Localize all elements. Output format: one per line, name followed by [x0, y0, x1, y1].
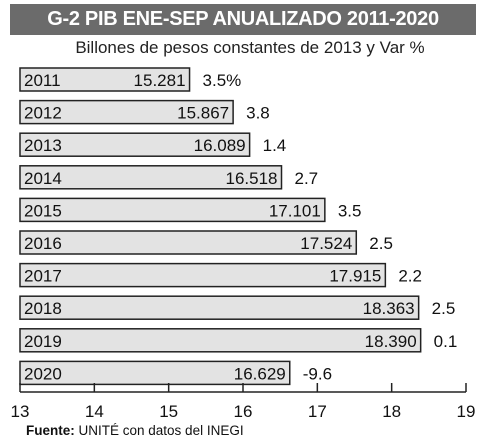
- x-tick-label-18: 18: [382, 402, 401, 421]
- value-label-2011: 15.281: [134, 71, 186, 90]
- source-text: UNITÉ con datos del INEGI: [78, 423, 244, 438]
- x-tick-label-15: 15: [159, 402, 178, 421]
- category-label-2011: 2011: [24, 71, 61, 90]
- chart-title: G-2 PIB ENE-SEP ANUALIZADO 2011-2020: [10, 4, 476, 35]
- bar-2014: [19, 165, 283, 190]
- source-note: Fuente: UNITÉ con datos del INEGI: [26, 423, 244, 438]
- category-label-2013: 2013: [24, 136, 62, 155]
- bar-2019: [19, 328, 422, 353]
- var-label-2019: 0.1: [434, 332, 458, 351]
- value-label-2014: 16.518: [226, 169, 278, 188]
- var-label-2014: 2.7: [295, 169, 319, 188]
- category-label-2014: 2014: [24, 169, 62, 188]
- bar-2017: [19, 262, 387, 288]
- var-label-2012: 3.8: [246, 104, 270, 123]
- x-tick-label-19: 19: [457, 402, 476, 421]
- category-label-2020: 2020: [24, 364, 62, 383]
- value-label-2015: 17.101: [269, 201, 321, 220]
- var-label-2015: 3.5: [338, 201, 362, 220]
- x-tick-label-16: 16: [234, 402, 253, 421]
- bar-2012: [19, 99, 234, 125]
- category-label-2019: 2019: [24, 332, 62, 351]
- var-label-2020: -9.6: [303, 364, 332, 383]
- var-label-2016: 2.5: [369, 234, 393, 253]
- category-label-2016: 2016: [24, 234, 62, 253]
- var-label-2017: 2.2: [398, 267, 422, 286]
- category-label-2012: 2012: [24, 104, 62, 123]
- value-label-2020: 16.629: [234, 364, 286, 383]
- source-label: Fuente:: [26, 423, 75, 438]
- value-label-2013: 16.089: [194, 136, 246, 155]
- value-label-2016: 17.524: [300, 234, 352, 253]
- bar-2011: [19, 67, 191, 92]
- bar-2018: [19, 295, 420, 320]
- category-label-2015: 2015: [24, 201, 62, 220]
- bar-2016: [19, 230, 358, 255]
- var-label-2018: 2.5: [432, 299, 456, 318]
- x-tick-label-13: 13: [11, 402, 30, 421]
- chart-subtitle: Billones de pesos constantes de 2013 y V…: [75, 38, 425, 57]
- var-label-2011: 3.5%: [203, 71, 242, 90]
- value-label-2017: 17.915: [329, 267, 381, 286]
- var-label-2013: 1.4: [263, 136, 287, 155]
- bar-2015: [19, 197, 326, 223]
- bar-2020: [19, 360, 291, 386]
- bar-2013: [19, 132, 251, 157]
- x-tick-label-14: 14: [85, 402, 104, 421]
- category-label-2017: 2017: [24, 267, 62, 286]
- value-label-2018: 18.363: [363, 299, 415, 318]
- value-label-2012: 15.867: [177, 104, 229, 123]
- category-label-2018: 2018: [24, 299, 62, 318]
- value-label-2019: 18.390: [365, 332, 417, 351]
- x-tick-label-17: 17: [308, 402, 327, 421]
